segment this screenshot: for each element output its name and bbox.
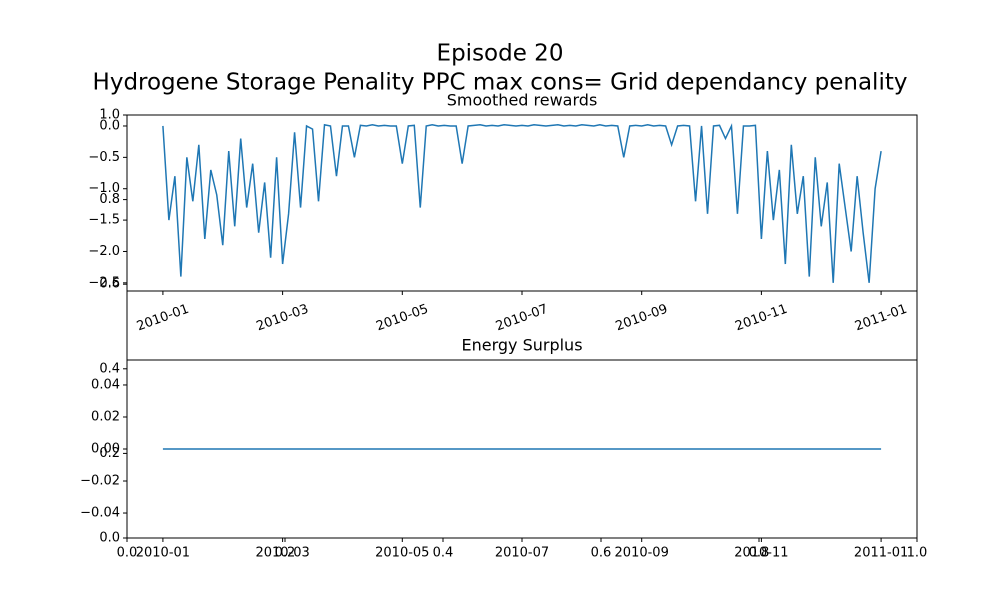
y-tick-label: −0.02 (80, 474, 120, 489)
y-tick-label: −2.0 (88, 244, 120, 259)
figure-title: Episode 20 (437, 41, 564, 67)
y-tick-label: −2.5 (88, 275, 120, 290)
y-tick-label: 0.00 (91, 442, 120, 457)
x-tick-label: 2011-01 (854, 546, 908, 561)
figure-subtitle: Hydrogene Storage Penality PPC max cons=… (93, 70, 908, 96)
x-tick-label: 2010-09 (615, 546, 669, 561)
y-tick-label: 0.8 (99, 192, 120, 207)
x-tick-label: 2010-03 (255, 546, 309, 561)
x-tick-label: 0.2 (275, 546, 296, 561)
y-tick-label: 0.0 (99, 118, 120, 133)
x-tick-label: 2010-07 (495, 546, 549, 561)
line (162, 123, 882, 283)
x-tick-label: 0.8 (749, 546, 770, 561)
y-tick-label: 1.0 (99, 108, 120, 123)
y-tick-label: 0.04 (91, 377, 120, 392)
y-tick-label: 0.2 (99, 446, 120, 461)
y-tick-label: 0.4 (99, 361, 120, 376)
x-tick-label: 2010-05 (375, 546, 429, 561)
y-tick-label: 0.6 (99, 277, 120, 292)
y-tick-label: −0.5 (88, 150, 120, 165)
y-tick-label: −1.5 (88, 213, 120, 228)
axes-title: Smoothed rewards (447, 91, 598, 110)
x-tick-label: 2010-11 (734, 546, 788, 561)
x-tick-label: 2010-01 (136, 546, 190, 561)
x-tick-label: 0.6 (591, 546, 612, 561)
x-tick-label: 0.4 (433, 546, 454, 561)
x-tick-label: 1.0 (907, 546, 928, 561)
y-tick-label: 0.0 (99, 531, 120, 546)
y-tick-label: 0.02 (91, 409, 120, 424)
x-tick-label: 0.0 (117, 546, 138, 561)
y-tick-label: −1.0 (88, 181, 120, 196)
y-tick-label: −0.04 (80, 506, 120, 521)
axes-title: Energy Surplus (461, 336, 582, 355)
